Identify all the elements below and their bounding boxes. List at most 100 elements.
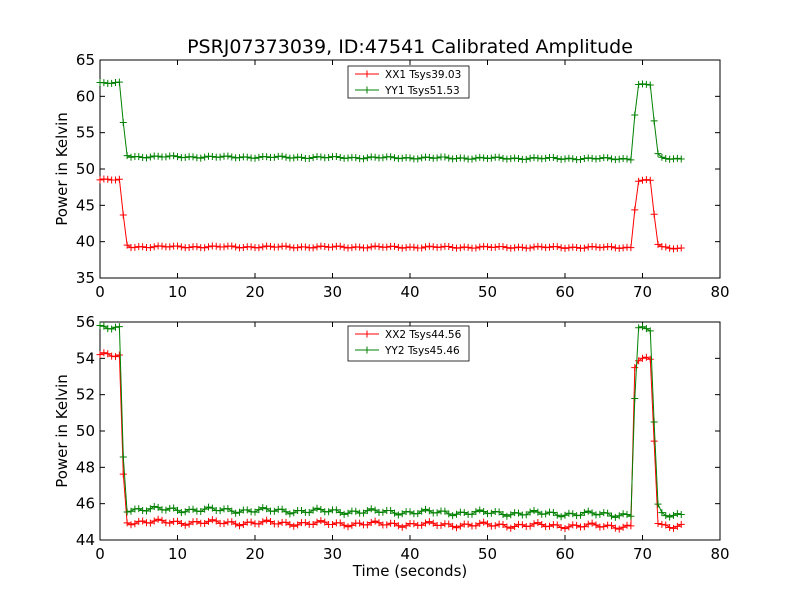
top-series-2-point — [611, 156, 619, 164]
top-series-2-point — [623, 155, 631, 163]
bottom-series-1-point — [185, 520, 193, 528]
top-series-1-point — [220, 243, 228, 251]
bottom-series-2-point — [143, 507, 150, 515]
bottom-series-2-point — [619, 510, 627, 518]
top-series-1-point — [600, 243, 608, 251]
top-series-1-point — [383, 243, 391, 251]
top-series-1-point — [639, 176, 646, 184]
bottom-series-1-point — [646, 355, 654, 363]
top-series-2-point — [580, 154, 588, 162]
bottom-y-tick-label: 46 — [76, 495, 95, 513]
bottom-series-1-point — [449, 522, 457, 530]
top-series-2-point — [604, 154, 612, 162]
top-series-2-point — [577, 156, 584, 164]
bottom-series-1-point — [247, 518, 255, 526]
bottom-y-axis-label: Power in Kelvin — [53, 374, 71, 488]
bottom-series-2-point — [270, 507, 278, 515]
bottom-series-1-point — [627, 522, 635, 530]
bottom-x-tick-label: 60 — [555, 545, 574, 563]
top-series-1-point — [429, 243, 437, 251]
top-series-2-point — [290, 154, 298, 162]
bottom-series-1-point — [673, 522, 681, 530]
top-y-tick-label: 55 — [76, 124, 95, 142]
top-series-1-point — [619, 244, 627, 252]
top-x-tick-label: 40 — [400, 283, 419, 301]
top-legend: XX1 Tsys39.03 YY1 Tsys51.53 — [347, 65, 470, 99]
top-series-2-point — [673, 154, 681, 162]
bottom-series-1-point — [464, 520, 472, 528]
top-series-2-point — [305, 155, 313, 163]
bottom-series-2-point — [309, 506, 317, 514]
top-series-1-point — [584, 243, 592, 251]
bottom-series-2-point — [313, 504, 321, 512]
bottom-series-2-point — [472, 508, 480, 516]
bottom-series-1-point — [123, 519, 131, 527]
top-series-2-point — [677, 155, 685, 163]
top-series-1-point — [228, 242, 236, 250]
bottom-series-1-point — [100, 349, 108, 357]
bottom-series-1-point — [294, 521, 302, 529]
top-series-2-point — [499, 154, 507, 162]
top-x-tick-label: 50 — [478, 283, 497, 301]
top-series-1-point — [650, 210, 658, 218]
bottom-series-1-point — [530, 520, 538, 528]
bottom-series-1-point — [584, 520, 592, 528]
top-series-2-point — [228, 153, 236, 161]
top-series-2-point — [639, 80, 646, 88]
top-series-2-point — [662, 155, 670, 163]
bottom-series-1-point — [139, 517, 147, 525]
bottom-series-2-point — [673, 510, 681, 518]
top-series-2-point — [596, 155, 604, 163]
top-series-2-point — [453, 154, 460, 162]
bottom-series-1-point — [534, 519, 542, 527]
bottom-series-1-point — [340, 521, 348, 529]
top-series-1-point — [503, 244, 511, 252]
top-series-1-point — [348, 244, 356, 252]
top-series-2-point — [162, 153, 170, 161]
bottom-series-1-point — [623, 521, 631, 529]
bottom-series-2-point — [123, 508, 131, 516]
bottom-series-1-point — [600, 523, 608, 531]
top-series-1-point — [150, 243, 158, 251]
bottom-series-2-point — [677, 511, 685, 519]
bottom-series-1-point — [677, 520, 685, 528]
bottom-legend: XX2 Tsys44.56 YY2 Tsys45.46 — [347, 325, 470, 362]
bottom-x-tick-label: 40 — [400, 545, 419, 563]
bottom-x-tick-label: 10 — [168, 545, 187, 563]
top-series-1-point — [166, 243, 174, 251]
top-series-2-point — [460, 154, 468, 162]
bottom-series-2-point — [391, 509, 398, 517]
top-series-1-point — [158, 242, 166, 250]
top-series-2-point — [325, 154, 333, 162]
top-series-1-point — [112, 176, 119, 184]
bottom-series-2-point — [305, 509, 313, 517]
bottom-series-1-point — [553, 521, 561, 529]
top-series-2-point — [534, 154, 542, 162]
bottom-series-2-point — [553, 511, 561, 519]
bottom-series-1-point — [422, 519, 429, 527]
top-x-tick-label: 60 — [555, 283, 574, 301]
bottom-series-1-point — [499, 521, 507, 529]
bottom-series-1-point — [503, 523, 511, 531]
bottom-series-2-point — [394, 511, 402, 519]
bottom-series-2-point — [425, 507, 433, 515]
top-y-tick-label: 40 — [76, 233, 95, 251]
top-series-2-point — [352, 154, 360, 162]
top-series-1-point — [526, 244, 534, 252]
bottom-series-2-point — [112, 323, 119, 331]
top-series-1-point — [422, 243, 429, 251]
bottom-series-2-point — [344, 509, 352, 517]
bottom-series-2-point — [282, 508, 290, 516]
top-series-1-point — [402, 244, 410, 252]
top-series-2-point — [298, 153, 305, 161]
bottom-series-2-point — [414, 510, 422, 518]
bottom-series-1-point — [639, 354, 646, 362]
bottom-series-1-point — [507, 524, 515, 532]
bottom-series-2-point — [251, 508, 259, 516]
bottom-series-1-point — [115, 351, 123, 359]
bottom-series-2-point — [627, 512, 635, 520]
x-axis-label: Time (seconds) — [352, 562, 468, 580]
bottom-series-1-point — [344, 523, 352, 531]
bottom-series-2-point — [487, 509, 495, 517]
bottom-series-1-point — [104, 350, 112, 358]
